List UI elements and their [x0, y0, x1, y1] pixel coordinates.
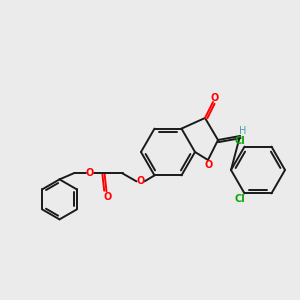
Text: O: O [136, 176, 145, 186]
Text: O: O [211, 93, 219, 103]
Text: H: H [239, 126, 247, 136]
Text: Cl: Cl [234, 194, 245, 204]
Text: Cl: Cl [234, 136, 245, 146]
Text: O: O [85, 168, 94, 178]
Text: O: O [103, 192, 112, 203]
Text: O: O [205, 160, 213, 170]
